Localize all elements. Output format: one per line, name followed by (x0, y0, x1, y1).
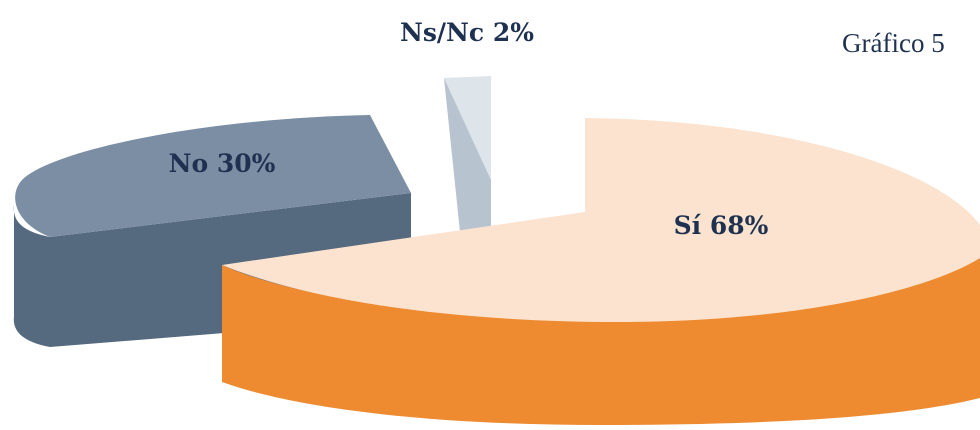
slice-label-nsnc: Ns/Nc 2% (400, 18, 534, 47)
slice-si-side (222, 258, 980, 425)
figure-label: Gráfico 5 (842, 28, 945, 58)
slice-no-side-left (13, 205, 51, 347)
slice-no-top (15, 115, 412, 237)
slice-si-top (222, 118, 980, 322)
slice-label-si: Sí 68% (674, 211, 769, 240)
slice-nsnc-top (444, 76, 491, 180)
slice-nsnc-side (444, 78, 491, 232)
slice-label-no: No 30% (169, 149, 276, 178)
slice-nsnc (444, 76, 491, 232)
slice-si (222, 118, 980, 425)
